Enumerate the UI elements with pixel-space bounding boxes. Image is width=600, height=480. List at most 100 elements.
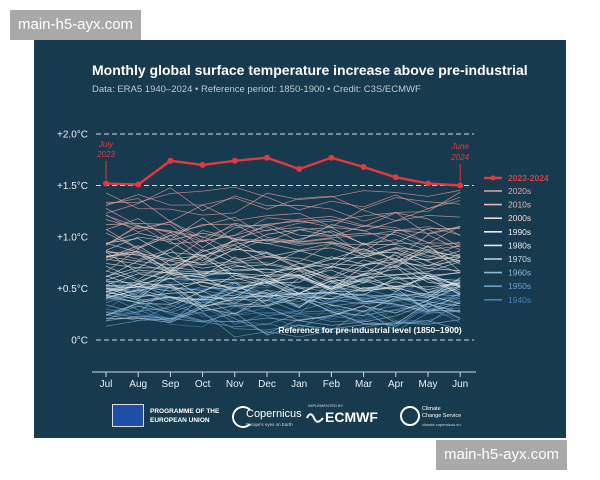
legend-label: 2020s (508, 186, 531, 196)
eu-line1: PROGRAMME OF THE (150, 408, 220, 415)
chart-subtitle: Data: ERA5 1940–2024 • Reference period:… (92, 84, 421, 95)
x-tick-label: Jun (452, 379, 468, 390)
decade-series-line (105, 217, 461, 247)
decade-series-line (105, 286, 461, 322)
x-tick-label: Mar (355, 379, 373, 390)
highlight-point (103, 180, 109, 187)
decade-series-line (105, 285, 461, 317)
legend-label: 1990s (508, 227, 531, 237)
y-tick-label: +1.0°C (57, 233, 88, 244)
c3s-logo-text: Climate Change Service (422, 406, 461, 420)
x-tick-label: Sep (162, 379, 180, 390)
highlight-point (135, 181, 142, 188)
watermark-top: main-h5-ayx.com (10, 10, 142, 40)
legend-label: 2000s (508, 213, 531, 223)
highlight-series-line (105, 156, 461, 187)
decade-series-line (105, 274, 461, 300)
y-tick-label: +2.0°C (57, 130, 88, 141)
x-tick-label: Feb (323, 379, 341, 390)
highlight-point (392, 174, 399, 181)
copernicus-logo-icon (232, 406, 254, 428)
decade-series-line (105, 266, 461, 293)
legend-label: 1950s (508, 281, 531, 291)
c3s-url: climate.copernicus.eu (422, 422, 461, 427)
highlight-point (328, 154, 335, 161)
highlight-point (457, 182, 464, 189)
highlight-point (167, 157, 174, 164)
x-tick-label: Nov (226, 379, 244, 390)
decade-series-line (105, 272, 461, 292)
decade-series-line (105, 303, 461, 326)
decade-series-line (105, 238, 461, 270)
decade-series-line (105, 300, 461, 329)
highlight-point (264, 154, 270, 161)
decade-series-line (105, 239, 461, 273)
start-annotation-line2: 2023 (96, 150, 115, 159)
ecmwf-sub: IMPLEMENTED BY (308, 403, 344, 408)
x-tick-label: Jan (291, 379, 307, 390)
x-tick-label: Jul (100, 379, 113, 390)
decade-lines-group (105, 186, 461, 338)
decade-series-line (105, 231, 461, 261)
x-tick-label: Apr (388, 379, 404, 390)
legend-label: 1980s (508, 240, 531, 250)
decade-series-line (105, 231, 461, 258)
highlight-point (231, 157, 238, 164)
decade-series-line (106, 227, 461, 261)
decade-series-line (105, 272, 461, 298)
highlight-point (296, 166, 303, 173)
legend-label: 1970s (508, 254, 531, 264)
copernicus-sub: Europe's eyes on Earth (246, 422, 293, 427)
footer-logos: PROGRAMME OF THE EUROPEAN UNION Copernic… (34, 398, 566, 438)
decade-series-line (105, 301, 461, 333)
decade-series-line (105, 223, 461, 249)
end-annotation-line2: 2024 (450, 153, 469, 162)
decade-series-line (105, 197, 461, 228)
decade-series-line (105, 189, 461, 216)
decade-series-line (105, 274, 461, 299)
decade-series-line (105, 282, 461, 312)
highlight-point (360, 163, 367, 170)
decade-series-line (105, 248, 461, 277)
decade-series-line (105, 273, 461, 292)
decade-series-line (105, 227, 461, 260)
decade-series-line (105, 287, 461, 305)
chart-title: Monthly global surface temperature incre… (92, 62, 528, 78)
decade-series-line (105, 187, 461, 222)
copernicus-logo-text: Copernicus (246, 408, 302, 420)
decade-series-line (105, 290, 461, 316)
x-tick-label: Aug (129, 379, 147, 390)
y-tick-label: +0.5°C (57, 284, 88, 295)
highlight-point (425, 180, 431, 187)
legend-label: 2023-2024 (508, 173, 549, 183)
c3s-logo-icon (400, 406, 420, 426)
watermark-bottom: main-h5-ayx.com (436, 440, 568, 470)
decade-series-line (105, 258, 461, 281)
reference-annotation: Reference for pre-industrial level (1850… (278, 325, 461, 335)
ecmwf-logo-text: ECMWF (325, 409, 378, 425)
legend-label: 2010s (508, 200, 531, 210)
legend-label: 1960s (508, 268, 531, 278)
eu-flag-icon (112, 404, 144, 427)
decade-series-line (105, 309, 461, 338)
decade-series-line (105, 282, 461, 308)
x-tick-label: Oct (195, 379, 211, 390)
legend-swatch-dot (490, 175, 496, 181)
c3s-line1: Climate (422, 406, 441, 412)
decade-series-line (105, 242, 461, 272)
legend-label: 1940s (508, 295, 531, 305)
decade-series-line (105, 272, 461, 296)
x-tick-label: May (419, 379, 438, 390)
c3s-line2: Change Service (422, 413, 462, 419)
end-annotation-line1: June (451, 142, 470, 151)
eu-logo-text: PROGRAMME OF THE EUROPEAN UNION (150, 407, 219, 425)
decade-series-line (105, 240, 461, 272)
y-tick-label: 0°C (71, 336, 88, 347)
y-tick-label: +1.5°C (57, 181, 88, 192)
decade-series-line (105, 194, 461, 222)
start-annotation-line1: July (98, 140, 114, 149)
decade-series-line (105, 294, 461, 325)
decade-series-line (105, 186, 461, 211)
decade-series-line (105, 212, 461, 243)
